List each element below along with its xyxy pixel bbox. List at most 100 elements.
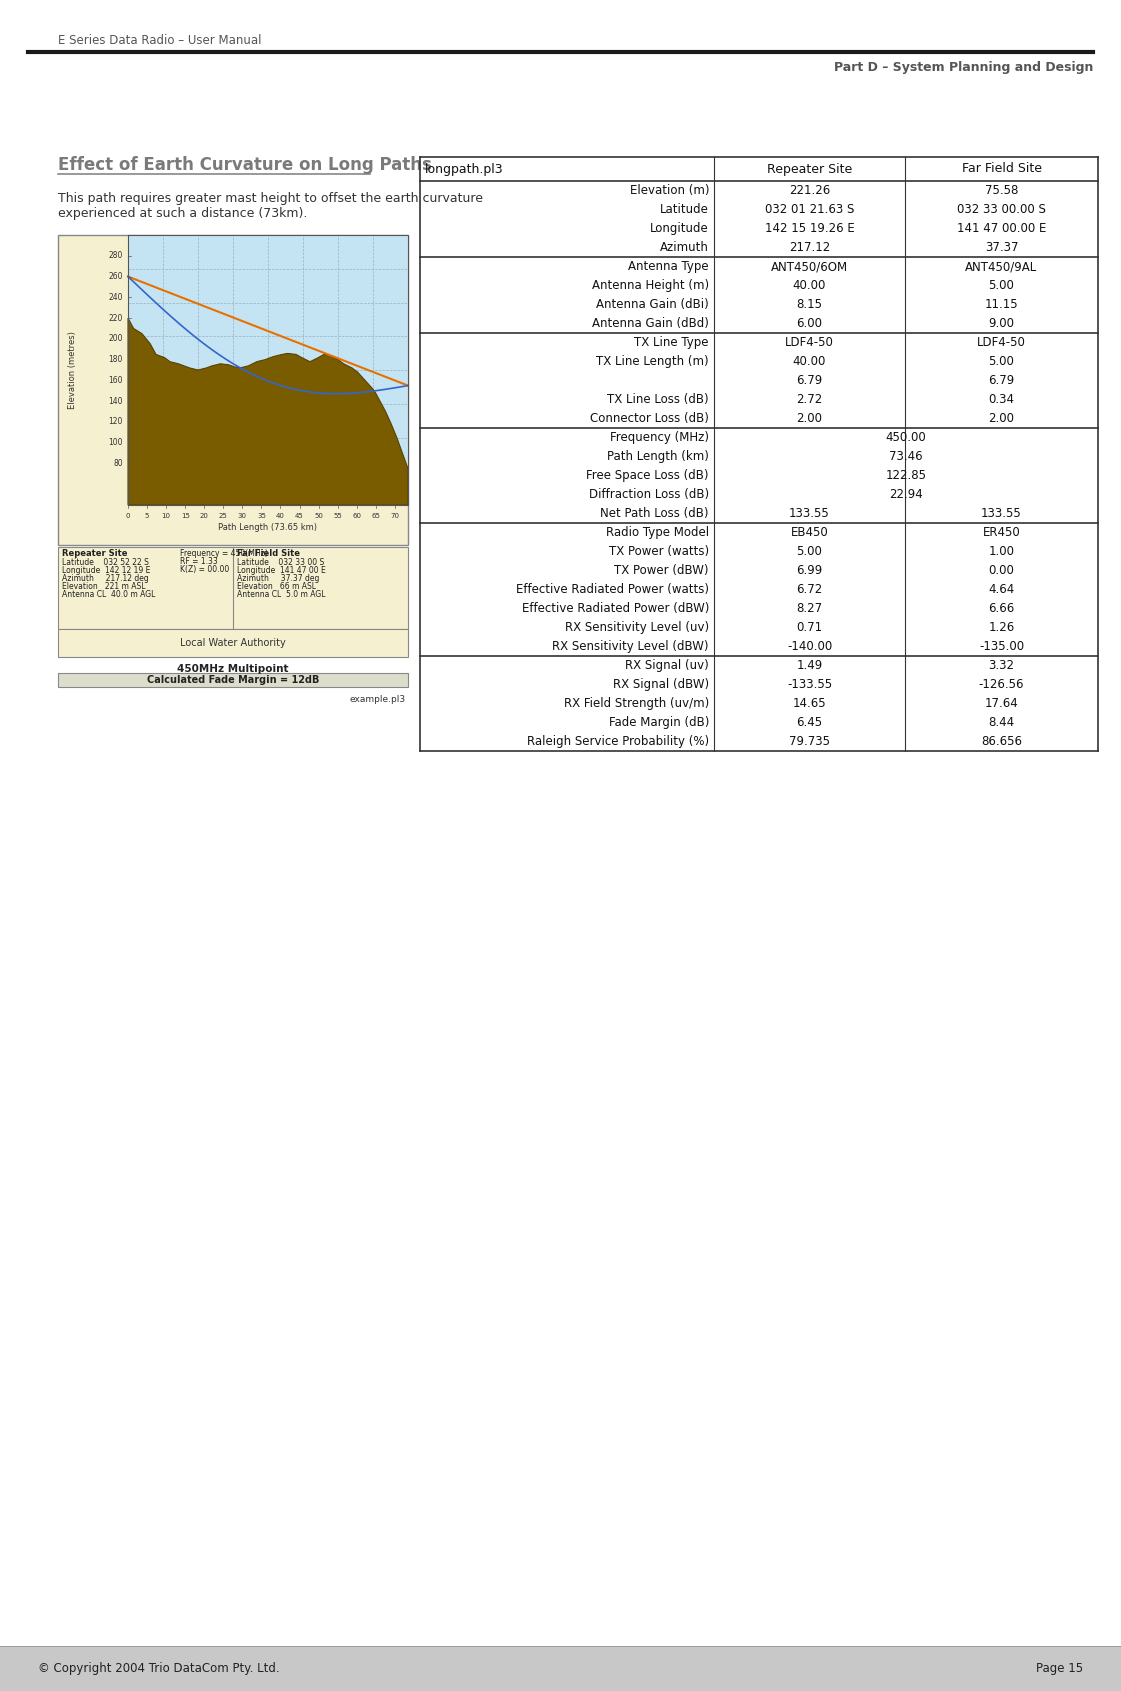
Text: Connector Loss (dB): Connector Loss (dB) [590,413,708,424]
Text: TX Line Loss (dB): TX Line Loss (dB) [608,392,708,406]
Text: 20: 20 [200,512,209,519]
Text: Effective Radiated Power (dBW): Effective Radiated Power (dBW) [521,602,708,616]
Text: © Copyright 2004 Trio DataCom Pty. Ltd.: © Copyright 2004 Trio DataCom Pty. Ltd. [38,1662,279,1676]
Text: 70: 70 [390,512,399,519]
Text: Antenna Type: Antenna Type [629,260,708,272]
Text: 240: 240 [109,293,123,301]
Text: 40.00: 40.00 [793,355,826,369]
Text: Frequency (MHz): Frequency (MHz) [610,431,708,445]
Text: 1.49: 1.49 [796,659,823,671]
Text: Repeater Site: Repeater Site [62,550,128,558]
Text: 17.64: 17.64 [984,697,1018,710]
Text: 6.79: 6.79 [796,374,823,387]
Text: 6.79: 6.79 [989,374,1015,387]
Text: Page 15: Page 15 [1036,1662,1083,1676]
Text: 60: 60 [352,512,361,519]
Text: Radio Type Model: Radio Type Model [605,526,708,539]
Text: 40: 40 [276,512,285,519]
Text: 6.00: 6.00 [797,316,823,330]
Text: Repeater Site: Repeater Site [767,162,852,176]
Text: 11.15: 11.15 [984,298,1018,311]
Text: 0: 0 [126,512,130,519]
Text: example.pl3: example.pl3 [350,695,406,703]
Text: 450MHz Multipoint: 450MHz Multipoint [177,665,289,675]
Text: Effect of Earth Curvature on Long Paths: Effect of Earth Curvature on Long Paths [58,156,432,174]
Text: 9.00: 9.00 [989,316,1015,330]
Text: This path requires greater mast height to offset the earth curvature: This path requires greater mast height t… [58,193,483,205]
Text: 73.46: 73.46 [889,450,923,463]
Text: RF = 1.33: RF = 1.33 [180,556,219,566]
Text: Elevation   221 m ASL: Elevation 221 m ASL [62,582,146,590]
Text: 30: 30 [238,512,247,519]
Text: Frequency = 450(MHz): Frequency = 450(MHz) [180,550,268,558]
Text: Latitude    032 52 22 S: Latitude 032 52 22 S [62,558,149,566]
Text: Path Length (73.65 km): Path Length (73.65 km) [219,523,317,533]
Text: Effective Radiated Power (watts): Effective Radiated Power (watts) [516,583,708,595]
Text: Latitude    032 33 00 S: Latitude 032 33 00 S [237,558,324,566]
Text: E Series Data Radio – User Manual: E Series Data Radio – User Manual [58,34,261,46]
Text: Azimuth: Azimuth [660,242,708,254]
Text: 25: 25 [219,512,228,519]
Text: 86.656: 86.656 [981,736,1022,747]
Text: Local Water Authority: Local Water Authority [180,638,286,648]
Text: 37.37: 37.37 [984,242,1018,254]
Text: Azimuth     37.37 deg: Azimuth 37.37 deg [237,573,319,583]
Text: 22.94: 22.94 [889,489,923,501]
Text: ER450: ER450 [983,526,1020,539]
Text: 5.00: 5.00 [989,355,1015,369]
Text: 260: 260 [109,272,123,281]
Text: Antenna CL  5.0 m AGL: Antenna CL 5.0 m AGL [237,590,325,599]
Bar [58,546,408,629]
Text: LDF4-50: LDF4-50 [785,337,834,348]
Text: ANT450/6OM: ANT450/6OM [771,260,849,272]
Text: 032 01 21.63 S: 032 01 21.63 S [765,203,854,216]
Text: Antenna Height (m): Antenna Height (m) [592,279,708,293]
Text: EB450: EB450 [790,526,828,539]
Text: 160: 160 [109,375,123,386]
Text: Latitude: Latitude [660,203,708,216]
Text: 4.64: 4.64 [989,583,1015,595]
Text: RX Field Strength (uv/m): RX Field Strength (uv/m) [564,697,708,710]
Text: Free Space Loss (dB): Free Space Loss (dB) [586,468,708,482]
Text: 6.66: 6.66 [989,602,1015,616]
Text: Far Field Site: Far Field Site [962,162,1041,176]
Bar [0,1645,1121,1691]
Text: K(Z) = 00.00: K(Z) = 00.00 [180,565,230,573]
Text: RX Sensitivity Level (dBW): RX Sensitivity Level (dBW) [553,639,708,653]
Text: Raleigh Service Probability (%): Raleigh Service Probability (%) [527,736,708,747]
Text: 142 15 19.26 E: 142 15 19.26 E [765,222,854,235]
Text: Azimuth     217.12 deg: Azimuth 217.12 deg [62,573,149,583]
Bar [58,235,408,545]
Text: LDF4-50: LDF4-50 [978,337,1026,348]
Text: 122.85: 122.85 [886,468,926,482]
Text: TX Line Length (m): TX Line Length (m) [596,355,708,369]
Text: 8.44: 8.44 [989,715,1015,729]
Text: 0.34: 0.34 [989,392,1015,406]
Text: Antenna Gain (dBd): Antenna Gain (dBd) [592,316,708,330]
Text: 280: 280 [109,252,123,260]
Text: 65: 65 [371,512,380,519]
Text: RX Signal (uv): RX Signal (uv) [626,659,708,671]
Text: 2.72: 2.72 [796,392,823,406]
Text: 6.45: 6.45 [796,715,823,729]
Polygon shape [128,318,408,506]
Text: 032 33 00.00 S: 032 33 00.00 S [957,203,1046,216]
Text: 200: 200 [109,335,123,343]
Text: Longitude: Longitude [650,222,708,235]
Text: 80: 80 [113,458,123,468]
Text: Elevation   66 m ASL: Elevation 66 m ASL [237,582,316,590]
Text: 79.735: 79.735 [789,736,830,747]
Text: Elevation (metres): Elevation (metres) [68,331,77,409]
Text: 5: 5 [145,512,149,519]
Text: TX Power (dBW): TX Power (dBW) [614,565,708,577]
Text: 5.00: 5.00 [989,279,1015,293]
Text: 141 47 00.00 E: 141 47 00.00 E [957,222,1046,235]
Text: -140.00: -140.00 [787,639,832,653]
Text: 140: 140 [109,397,123,406]
Text: Elevation (m): Elevation (m) [630,184,708,196]
Text: Part D – System Planning and Design: Part D – System Planning and Design [834,61,1093,74]
Text: 6.72: 6.72 [796,583,823,595]
Text: 221.26: 221.26 [789,184,831,196]
Text: 14.65: 14.65 [793,697,826,710]
Text: 40.00: 40.00 [793,279,826,293]
